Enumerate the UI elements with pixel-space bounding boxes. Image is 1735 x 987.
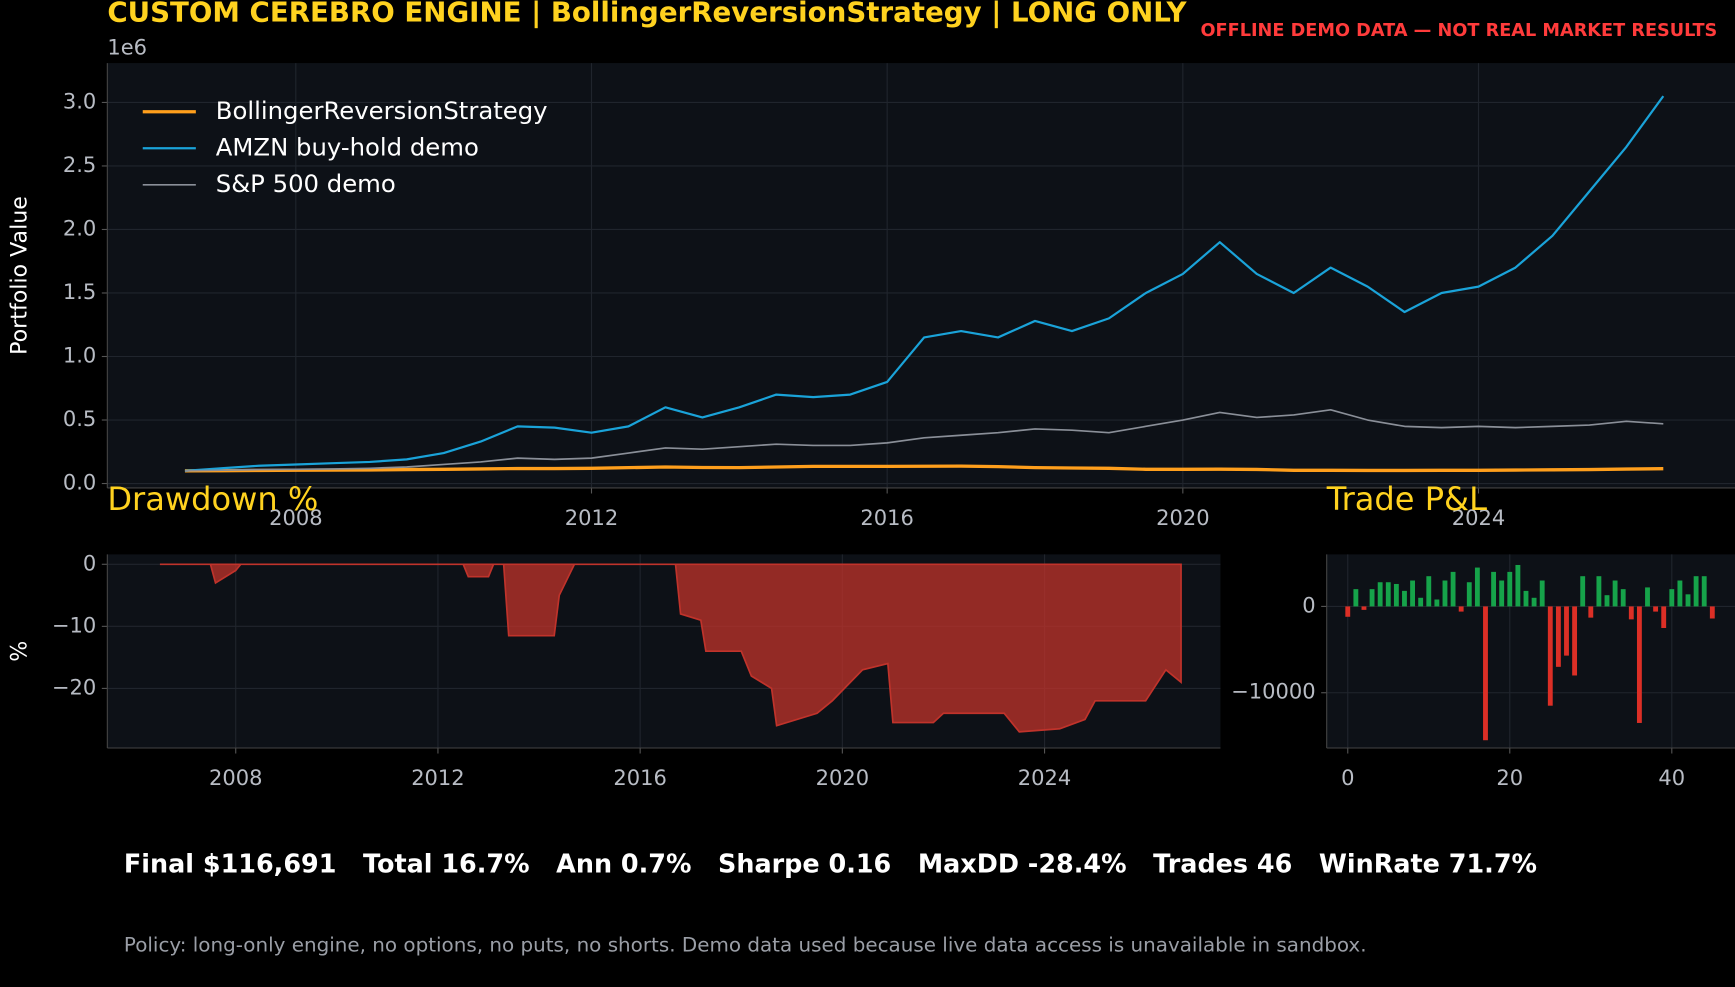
y-tick-label: 0: [83, 550, 96, 575]
y-tick-label: −20: [52, 674, 96, 699]
bar: [1345, 606, 1351, 617]
x-tick-label: 2016: [860, 505, 913, 530]
y-tick-label: 3.0: [63, 88, 96, 113]
x-tick-label: 2016: [613, 765, 666, 790]
bar: [1393, 583, 1399, 607]
x-tick-label: 2008: [269, 505, 322, 530]
subplot-title: Drawdown %: [107, 480, 318, 518]
y-tick-label: 2.0: [63, 215, 96, 240]
bar: [1474, 567, 1480, 607]
bar: [1628, 606, 1634, 620]
y-tick-label: 0.5: [63, 406, 96, 431]
series-line: [184, 95, 1665, 472]
bar: [1442, 580, 1448, 607]
bar: [1645, 587, 1650, 607]
bar: [1418, 597, 1424, 607]
warning: OFFLINE DEMO DATA — NOT REAL MARKET RESU…: [1200, 21, 1717, 41]
x-tick-label: 2012: [411, 765, 464, 790]
bar: [1539, 580, 1545, 607]
x-tick-label: 2020: [1156, 505, 1209, 530]
bar: [1596, 576, 1602, 607]
bar: [1555, 606, 1561, 667]
legend-label: AMZN buy-hold demo: [216, 132, 479, 161]
bar: [1669, 589, 1675, 607]
bar: [1620, 589, 1626, 607]
bar: [1515, 564, 1521, 607]
bar: [1580, 576, 1586, 607]
bar: [1653, 606, 1659, 612]
bar: [1531, 597, 1537, 607]
x-tick-label: 0: [1341, 765, 1354, 790]
y-tick-label: −10000: [1231, 679, 1315, 704]
bar: [1385, 582, 1391, 607]
bar: [1458, 606, 1464, 612]
x-tick-label: 2024: [1452, 505, 1505, 530]
bar: [1685, 594, 1691, 607]
x-tick-label: 40: [1658, 765, 1685, 790]
bar: [1466, 582, 1472, 607]
bar: [1377, 582, 1383, 607]
subplot-title: Trade P&L: [1326, 480, 1487, 518]
bar: [1588, 606, 1594, 618]
plot-area: [107, 63, 1735, 488]
legend-label: BollingerReversionStrategy: [216, 96, 548, 125]
bar: [1564, 606, 1569, 656]
bar: [1410, 580, 1416, 607]
bar: [1612, 580, 1618, 607]
drawdown-area: [159, 563, 1182, 733]
bar: [1523, 590, 1529, 607]
bar: [1491, 571, 1497, 607]
y-tick-label: 2.5: [63, 152, 96, 177]
stats: Final $116,691 Total 16.7% Ann 0.7% Shar…: [124, 848, 1537, 878]
legend-label: S&P 500 demo: [216, 169, 396, 198]
bar: [1507, 571, 1513, 607]
y-tick-label: 0.0: [63, 470, 96, 495]
bar: [1604, 595, 1610, 607]
bar: [1709, 606, 1715, 619]
bar: [1677, 580, 1683, 607]
y-tick-label: 1.0: [63, 342, 96, 367]
bar: [1693, 576, 1699, 607]
policy: Policy: long-only engine, no options, no…: [124, 934, 1367, 957]
y-tick-label: 1.5: [63, 279, 96, 304]
bar: [1499, 580, 1505, 607]
bar: [1636, 606, 1642, 723]
bar: [1353, 589, 1359, 607]
bar: [1426, 576, 1432, 607]
series-line: [184, 464, 1664, 473]
x-tick-label: 2020: [816, 765, 869, 790]
y-tick-label: −10: [52, 612, 96, 637]
y-axis-label: %: [6, 641, 32, 662]
bar: [1402, 590, 1407, 607]
y-axis-label: Portfolio Value: [6, 196, 32, 355]
bar: [1361, 606, 1367, 610]
offset-label: 1e6: [107, 35, 147, 60]
x-tick-label: 2008: [209, 765, 262, 790]
x-tick-label: 2012: [565, 505, 618, 530]
y-tick-label: 0: [1302, 592, 1315, 617]
bar: [1701, 576, 1707, 607]
bar: [1547, 606, 1553, 706]
bar: [1572, 606, 1578, 676]
bar: [1450, 571, 1456, 607]
page-title: CUSTOM CEREBRO ENGINE | BollingerReversi…: [107, 0, 1187, 28]
bar: [1369, 589, 1375, 607]
bar: [1483, 606, 1488, 741]
series-line: [184, 409, 1664, 472]
x-tick-label: 20: [1496, 765, 1523, 790]
bar: [1434, 599, 1440, 607]
bar: [1661, 606, 1667, 628]
x-tick-label: 2024: [1018, 765, 1071, 790]
